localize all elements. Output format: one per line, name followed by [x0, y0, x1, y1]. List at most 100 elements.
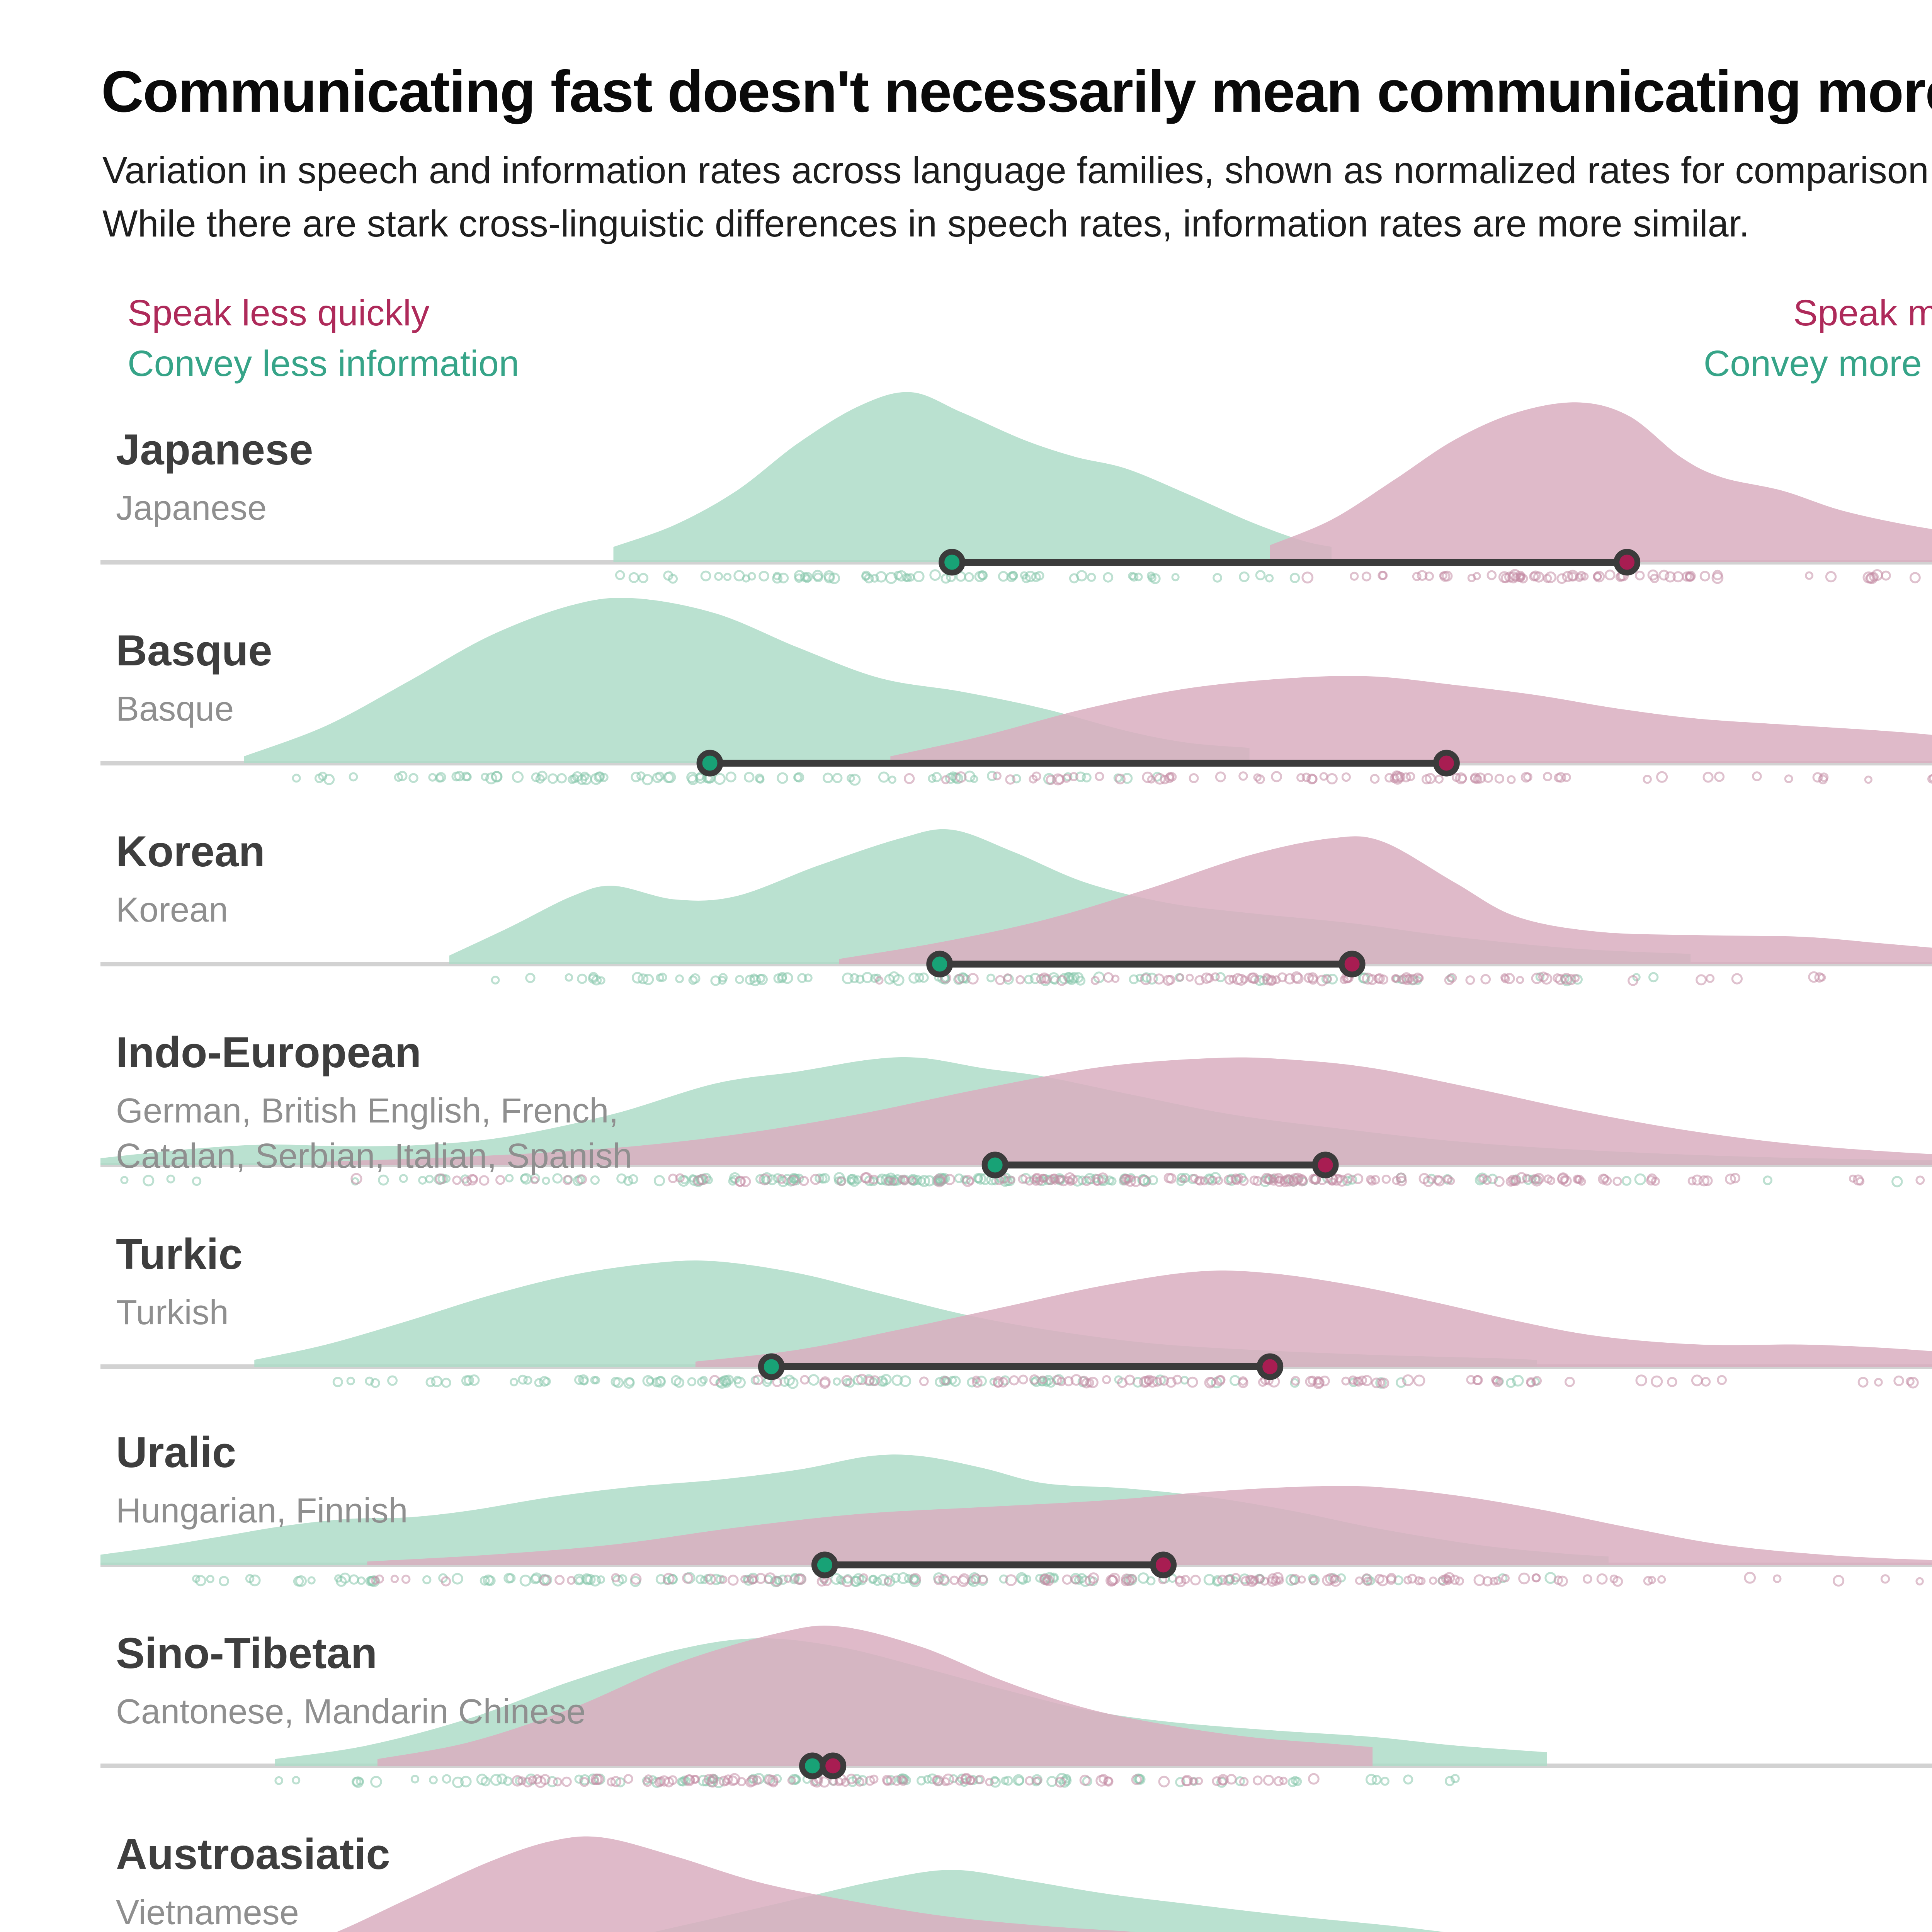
estimate-dot — [575, 1576, 584, 1585]
estimate-dot — [710, 1573, 722, 1585]
estimate-dot — [1102, 1375, 1111, 1384]
estimate-dot — [512, 1775, 523, 1787]
estimate-dot — [1107, 1575, 1118, 1587]
estimate-dot — [799, 1176, 809, 1186]
estimate-dot — [1371, 1378, 1382, 1388]
estimate-dot — [1056, 1377, 1066, 1386]
estimate-dot — [1104, 1776, 1113, 1786]
speech-estimate-dots — [350, 1172, 1925, 1187]
estimate-dot — [697, 1173, 709, 1185]
estimate-dot — [1001, 1776, 1010, 1785]
estimate-dot — [1392, 771, 1404, 783]
estimate-dot — [497, 1773, 508, 1784]
estimate-dot — [451, 771, 461, 782]
estimate-dot — [1493, 1176, 1505, 1187]
estimate-dot — [1650, 573, 1660, 583]
family-row: Austroasiatic Vietnamese — [0, 1791, 1932, 1932]
estimate-dot — [485, 772, 497, 784]
estimate-dot — [1130, 1176, 1141, 1187]
estimate-dot — [1516, 1172, 1527, 1184]
estimate-dot — [977, 570, 987, 580]
estimate-dot — [1442, 570, 1453, 582]
estimate-dot — [847, 774, 855, 782]
estimate-dot — [1556, 573, 1567, 584]
estimate-dot — [1024, 975, 1034, 985]
estimate-dot — [1744, 1571, 1756, 1584]
estimate-dot — [1458, 774, 1467, 784]
subtitle-line-2: While there are stark cross-linguistic d… — [102, 202, 1750, 245]
estimate-dot — [1874, 1378, 1883, 1387]
info-estimate-dots — [274, 1773, 1460, 1788]
estimate-dot — [577, 1174, 587, 1185]
estimate-dot — [1473, 572, 1481, 580]
estimate-dot — [1035, 1574, 1044, 1583]
estimate-dot — [1577, 571, 1587, 581]
estimate-dot — [425, 1377, 436, 1388]
estimate-dot — [974, 1174, 983, 1184]
estimate-dot — [590, 1773, 602, 1785]
estimate-dot — [1204, 973, 1214, 983]
estimate-dot — [435, 1173, 446, 1185]
estimate-dot — [1696, 974, 1707, 986]
estimate-dot — [556, 773, 567, 784]
estimate-dot — [888, 776, 896, 784]
estimate-dot — [832, 773, 843, 783]
estimate-dot — [1714, 771, 1725, 782]
estimate-dot — [468, 1374, 480, 1386]
estimate-dot — [1402, 1374, 1414, 1386]
estimate-dot — [495, 1175, 505, 1185]
estimate-dot — [900, 1375, 912, 1387]
estimate-dot — [725, 771, 736, 782]
estimate-dot — [1814, 972, 1825, 983]
estimate-dot — [1203, 1574, 1215, 1586]
estimate-dot — [1334, 1174, 1344, 1183]
estimate-dot — [1103, 972, 1114, 983]
estimate-dot — [847, 1174, 857, 1184]
estimate-dot — [1667, 1377, 1677, 1387]
estimate-dot — [735, 1176, 745, 1187]
estimate-dot — [566, 1576, 576, 1585]
estimate-dot — [1465, 975, 1475, 985]
info-density-area — [254, 1260, 1537, 1367]
estimate-dot — [120, 1176, 129, 1184]
estimate-dot — [690, 1775, 699, 1784]
estimate-dot — [882, 1775, 893, 1785]
estimate-dot — [1583, 1574, 1592, 1584]
estimate-dot — [1068, 972, 1080, 983]
estimate-dot — [1612, 1177, 1622, 1186]
estimate-dot — [658, 973, 667, 982]
estimate-dot — [431, 1376, 443, 1387]
family-name: Korean — [116, 827, 265, 876]
estimate-dot — [1216, 1375, 1226, 1384]
estimate-dot — [435, 773, 444, 783]
estimate-dot — [1444, 975, 1454, 985]
estimate-dot — [1730, 1173, 1741, 1184]
estimate-dot — [1658, 570, 1670, 581]
estimate-dot — [1142, 771, 1153, 783]
estimate-dot — [1421, 774, 1432, 784]
estimate-dot — [577, 973, 587, 984]
estimate-dot — [1363, 1577, 1372, 1586]
density-plot-uralic — [100, 1454, 1932, 1587]
estimate-dot — [808, 1374, 820, 1386]
estimate-dot — [1915, 1175, 1925, 1185]
estimate-dot — [987, 770, 997, 781]
estimate-dot — [928, 774, 937, 783]
estimate-dot — [707, 1776, 718, 1788]
estimate-dot — [1008, 571, 1018, 580]
estimate-dot — [1115, 774, 1126, 785]
estimate-dot — [532, 1774, 543, 1784]
estimate-dot — [1287, 1777, 1298, 1787]
estimate-dot — [1494, 774, 1505, 784]
estimate-dot — [546, 1776, 558, 1787]
estimate-dot — [1262, 974, 1274, 986]
estimate-dot — [1084, 1575, 1096, 1587]
estimate-dot — [1857, 1377, 1869, 1388]
estimate-dot — [1702, 772, 1714, 783]
estimate-dot — [955, 771, 967, 783]
estimate-dot — [989, 1378, 998, 1386]
estimate-dot — [1034, 1776, 1042, 1785]
median-connector — [952, 559, 1627, 566]
estimate-dot — [1691, 1174, 1703, 1186]
estimate-dot — [1702, 1175, 1713, 1186]
